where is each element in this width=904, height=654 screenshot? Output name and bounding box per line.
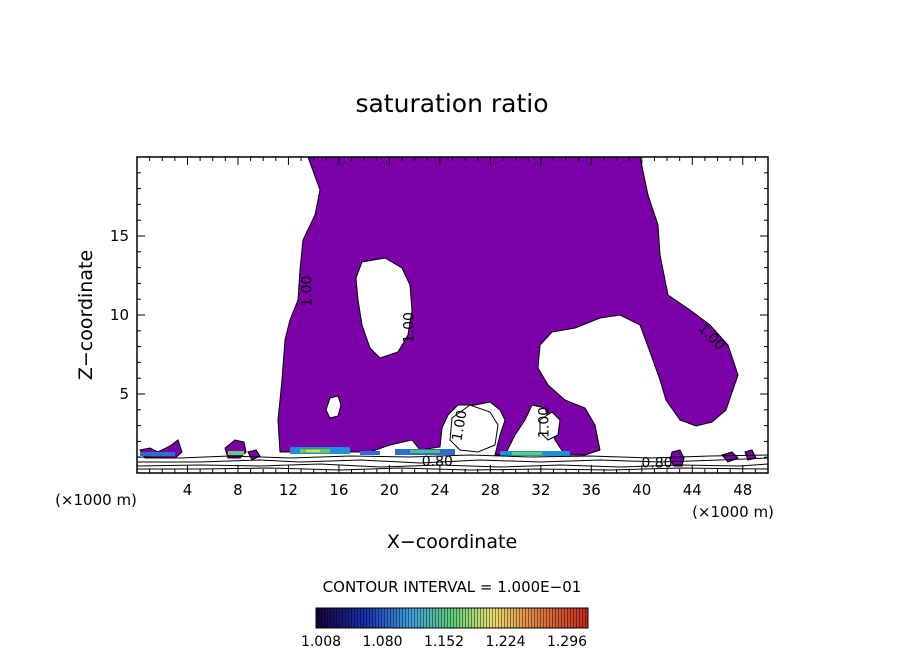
small-cell-4 [721,451,739,463]
x-tick-label: 8 [233,481,243,499]
colorbar-label: 1.080 [362,634,402,650]
x-tick-label: 12 [279,481,298,499]
colorbar-label: 1.008 [301,634,341,650]
x-tick-label: 44 [683,481,702,499]
contour-label: 0.80 [422,454,453,470]
colorbar-label: 1.224 [485,634,525,650]
contour-interval: CONTOUR INTERVAL = 1.000E−01 [323,578,582,596]
contour-label: 1.00 [537,407,553,438]
color-band-7 [512,452,542,455]
y-tick-label: 10 [110,306,129,324]
small-cell-3 [247,449,261,461]
color-band-8 [140,452,175,456]
x-tick-label: 24 [430,481,449,499]
x-tick-label: 40 [632,481,651,499]
colorbar-labels: 1.008 1.080 1.152 1.224 1.296 [301,634,587,650]
small-cell-mid [224,439,247,459]
x-axis: 4 8 12 16 20 24 28 32 36 40 44 48 [149,157,756,499]
y-tick-label: 15 [110,227,129,245]
chart-title: saturation ratio [355,89,548,118]
y-axis-label: Z−coordinate [75,250,97,380]
y-tick-label: 5 [119,385,129,403]
supersaturated-region [137,157,768,471]
small-hole [325,395,342,419]
x-tick-label: 32 [531,481,550,499]
x-tick-label: 48 [733,481,752,499]
color-band-9 [228,451,244,455]
x-unit-left: (×1000 m) [55,491,137,509]
x-tick-label: 28 [481,481,500,499]
y-axis: 5 10 15 [110,172,768,458]
x-tick-label: 20 [380,481,399,499]
x-tick-label: 16 [329,481,348,499]
surface-contour-3 [137,467,768,471]
contour-label: 1.00 [449,409,470,442]
color-band-10 [360,451,380,455]
lower-hole [449,404,499,453]
surface-contour-4 [137,454,768,459]
lower-right-hole [539,411,561,441]
surface-contour-2 [137,463,768,468]
x-tick-label: 36 [582,481,601,499]
colorbar-label: 1.296 [547,634,587,650]
contour-label: 1.00 [402,312,418,343]
upper-hole [355,257,413,359]
main-cloud-region [277,157,739,456]
colorbar-hatch [316,608,588,628]
x-tick-label: 4 [183,481,193,499]
color-band-5 [410,450,440,453]
x-unit-right: (×1000 m) [692,503,774,521]
contour-label: 1.00 [299,276,315,307]
colorbar-label: 1.152 [424,634,464,650]
color-band-3 [306,450,320,452]
x-axis-label: X−coordinate [387,531,517,553]
contour-label: 0.80 [641,456,672,472]
surface-contour-1 [137,457,768,464]
